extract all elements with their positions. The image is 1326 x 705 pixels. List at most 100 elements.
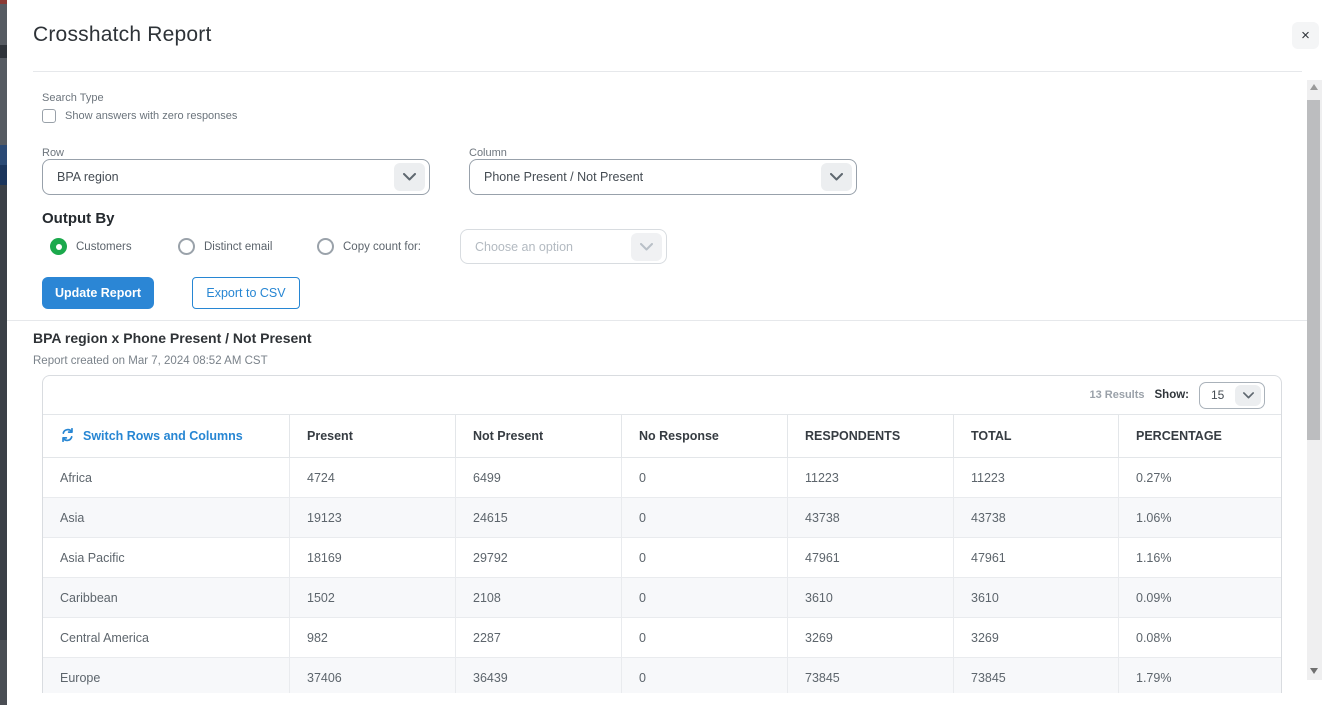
header-divider (33, 71, 1302, 72)
chevron-down-icon (1235, 384, 1261, 406)
radio-copy-count-label: Copy count for: (343, 240, 421, 253)
zero-responses-label: Show answers with zero responses (65, 110, 238, 122)
copy-count-placeholder: Choose an option (475, 239, 573, 254)
copy-count-select[interactable]: Choose an option (460, 229, 667, 264)
radio-copy-count[interactable]: Copy count for: (317, 238, 421, 255)
table-cell: 43738 (787, 498, 953, 537)
table-cell: 0.27% (1118, 458, 1281, 497)
page-size-value: 15 (1211, 388, 1225, 402)
table-cell: 73845 (787, 658, 953, 693)
section-divider (7, 320, 1309, 321)
radio-distinct-email-label: Distinct email (204, 240, 273, 253)
zero-responses-checkbox-row: Show answers with zero responses (42, 109, 237, 123)
table-toolbar: 13 Results Show: 15 (43, 376, 1281, 414)
row-label: Row (42, 147, 65, 159)
output-by-label: Output By (42, 210, 115, 227)
column-select-value: Phone Present / Not Present (484, 170, 644, 184)
radio-distinct-email[interactable]: Distinct email (178, 238, 272, 255)
switch-link-label: Switch Rows and Columns (83, 429, 243, 443)
table-row: Europe 37406 36439 0 73845 73845 1.79% (43, 658, 1281, 693)
table-cell: 0 (621, 578, 787, 617)
table-cell: 0 (621, 618, 787, 657)
table-cell: 2287 (455, 618, 621, 657)
scrollbar-down-icon[interactable] (1310, 668, 1318, 674)
results-count: 13 Results (1089, 389, 1145, 401)
update-report-button[interactable]: Update Report (42, 277, 154, 309)
scrollbar-up-icon[interactable] (1310, 84, 1318, 90)
table-cell: 1502 (289, 578, 455, 617)
column-label: Column (469, 147, 507, 159)
export-csv-button[interactable]: Export to CSV (192, 277, 300, 309)
table-cell: 37406 (289, 658, 455, 693)
table-cell: 36439 (455, 658, 621, 693)
crosshatch-report-modal: Crosshatch Report × Search Type Show ans… (7, 0, 1326, 705)
table-row: Asia Pacific 18169 29792 0 47961 47961 1… (43, 538, 1281, 578)
table-cell: 3269 (953, 618, 1118, 657)
chevron-down-icon (394, 163, 425, 191)
table-cell: 11223 (787, 458, 953, 497)
table-cell: 47961 (953, 538, 1118, 577)
table-row: Asia 19123 24615 0 43738 43738 1.06% (43, 498, 1281, 538)
table-cell: 73845 (953, 658, 1118, 693)
radio-customers-label: Customers (76, 240, 132, 253)
region-cell: Central America (60, 630, 149, 645)
radio-unselected-icon (317, 238, 334, 255)
scrollbar-thumb[interactable] (1307, 100, 1320, 440)
radio-customers[interactable]: Customers (50, 238, 132, 255)
table-cell: 0.08% (1118, 618, 1281, 657)
chevron-down-icon (821, 163, 852, 191)
region-cell: Europe (60, 670, 101, 685)
table-row: Central America 982 2287 0 3269 3269 0.0… (43, 618, 1281, 658)
table-cell: 11223 (953, 458, 1118, 497)
region-cell: Africa (60, 470, 92, 485)
table-cell: 18169 (289, 538, 455, 577)
radio-unselected-icon (178, 238, 195, 255)
table-cell: 1.06% (1118, 498, 1281, 537)
report-created-timestamp: Report created on Mar 7, 2024 08:52 AM C… (33, 355, 268, 367)
table-cell: 29792 (455, 538, 621, 577)
report-title: BPA region x Phone Present / Not Present (33, 330, 312, 346)
background-page-sliver (0, 0, 7, 705)
table-header-row: Switch Rows and Columns Present Not Pres… (43, 414, 1281, 458)
table-cell: 19123 (289, 498, 455, 537)
col-header-percentage: PERCENTAGE (1118, 415, 1281, 457)
table-row: Caribbean 1502 2108 0 3610 3610 0.09% (43, 578, 1281, 618)
switch-rows-columns-link[interactable]: Switch Rows and Columns (60, 427, 243, 445)
row-select[interactable]: BPA region (42, 159, 430, 195)
table-cell: 0 (621, 658, 787, 693)
col-header-not-present: Not Present (455, 415, 621, 457)
table-cell: 1.79% (1118, 658, 1281, 693)
table-cell: 4724 (289, 458, 455, 497)
col-header-total: TOTAL (953, 415, 1118, 457)
col-header-present: Present (289, 415, 455, 457)
col-header-no-response: No Response (621, 415, 787, 457)
table-row: Africa 4724 6499 0 11223 11223 0.27% (43, 458, 1281, 498)
table-cell: 3269 (787, 618, 953, 657)
report-table: 13 Results Show: 15 (42, 375, 1282, 693)
table-cell: 0 (621, 538, 787, 577)
radio-selected-icon (50, 238, 67, 255)
table-cell: 1.16% (1118, 538, 1281, 577)
page-size-select[interactable]: 15 (1199, 381, 1265, 409)
region-cell: Asia (60, 510, 85, 525)
table-cell: 2108 (455, 578, 621, 617)
table-cell: 3610 (953, 578, 1118, 617)
show-label: Show: (1154, 389, 1190, 401)
chevron-down-icon (631, 232, 662, 261)
table-cell: 6499 (455, 458, 621, 497)
region-cell: Asia Pacific (60, 550, 125, 565)
zero-responses-checkbox[interactable] (42, 109, 56, 123)
table-cell: 24615 (455, 498, 621, 537)
close-icon[interactable]: × (1292, 22, 1319, 49)
modal-title: Crosshatch Report (33, 23, 212, 46)
table-cell: 0 (621, 458, 787, 497)
table-cell: 47961 (787, 538, 953, 577)
table-cell: 43738 (953, 498, 1118, 537)
search-type-label: Search Type (42, 92, 104, 104)
table-cell: 3610 (787, 578, 953, 617)
table-cell: 0.09% (1118, 578, 1281, 617)
row-select-value: BPA region (57, 170, 119, 184)
swap-icon (60, 427, 75, 445)
table-cell: 982 (289, 618, 455, 657)
column-select[interactable]: Phone Present / Not Present (469, 159, 857, 195)
